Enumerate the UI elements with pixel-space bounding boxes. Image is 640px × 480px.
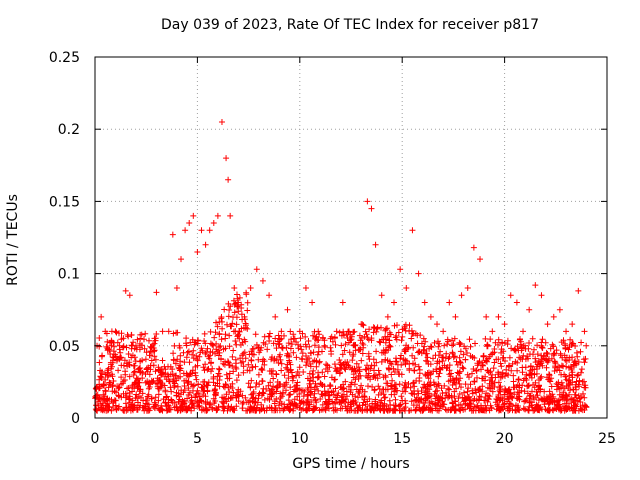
data-point	[259, 277, 266, 284]
y-tick-label: 0	[71, 411, 80, 427]
data-point	[231, 285, 238, 292]
y-tick-label: 0.05	[49, 339, 80, 355]
x-tick-label: 0	[91, 431, 100, 447]
x-tick-label: 25	[598, 431, 616, 447]
data-point	[409, 227, 416, 234]
data-point	[421, 299, 428, 306]
data-point	[198, 227, 205, 234]
data-point	[427, 313, 434, 320]
data-point	[173, 285, 180, 292]
data-point	[202, 241, 209, 248]
data-point	[452, 313, 459, 320]
x-tick-label: 20	[496, 431, 514, 447]
data-point	[569, 321, 576, 328]
data-point	[526, 306, 533, 313]
data-point	[544, 321, 551, 328]
data-point	[372, 241, 379, 248]
data-point	[403, 285, 410, 292]
y-tick-label: 0.15	[49, 194, 80, 210]
data-point	[182, 227, 189, 234]
data-point	[266, 292, 273, 299]
data-point	[550, 313, 557, 320]
data-point	[178, 256, 185, 263]
y-tick-label: 0.1	[58, 267, 80, 283]
data-point	[218, 118, 225, 125]
data-point	[339, 299, 346, 306]
data-point	[169, 231, 176, 238]
data-point	[210, 220, 217, 227]
data-point	[384, 313, 391, 320]
data-point	[495, 313, 502, 320]
y-tick-label: 0.25	[49, 50, 80, 66]
data-point	[159, 328, 166, 335]
data-point	[194, 248, 201, 255]
data-point	[364, 198, 371, 205]
data-point	[520, 328, 527, 335]
data-point	[186, 220, 193, 227]
data-point	[575, 287, 582, 294]
data-point	[214, 212, 221, 219]
data-point	[397, 266, 404, 273]
x-axis-label: GPS time / hours	[292, 456, 410, 472]
data-point	[458, 292, 465, 299]
data-point	[489, 328, 496, 335]
data-point	[581, 328, 588, 335]
data-point	[563, 328, 570, 335]
data-point	[446, 299, 453, 306]
data-point	[378, 292, 385, 299]
axis-ticks: 0 5 10 15 20 25 0 0.05 0.1 0.15 0.2 0.25	[49, 50, 616, 447]
data-point	[225, 176, 232, 183]
data-point	[464, 285, 471, 292]
grid-lines	[95, 57, 607, 418]
data-point	[309, 299, 316, 306]
data-point	[284, 306, 291, 313]
x-tick-label: 10	[291, 431, 309, 447]
data-point	[391, 299, 398, 306]
data-point	[483, 313, 490, 320]
y-tick-label: 0.2	[58, 122, 80, 138]
data-point	[247, 285, 254, 292]
data-point	[470, 244, 477, 251]
data-point	[302, 285, 309, 292]
x-tick-label: 5	[193, 431, 202, 447]
data-point	[98, 313, 105, 320]
data-point	[513, 299, 520, 306]
data-point-cloud	[92, 289, 590, 414]
data-point	[122, 287, 129, 294]
data-point	[434, 321, 441, 328]
plot-frame	[94, 56, 608, 419]
data-point	[440, 328, 447, 335]
data-point	[278, 328, 285, 335]
data-point	[126, 292, 133, 299]
data-point	[253, 266, 260, 273]
data-point	[190, 212, 197, 219]
chart-title: Day 039 of 2023, Rate Of TEC Index for r…	[161, 17, 539, 33]
data-points	[92, 118, 590, 414]
data-point	[368, 205, 375, 212]
data-point	[206, 227, 213, 234]
data-point	[501, 321, 508, 328]
data-point	[507, 292, 514, 299]
data-point	[153, 289, 160, 296]
data-point	[538, 292, 545, 299]
data-point	[477, 256, 484, 263]
data-point	[532, 282, 539, 289]
x-tick-label: 15	[393, 431, 411, 447]
data-point	[556, 306, 563, 313]
data-point	[272, 313, 279, 320]
data-point	[165, 328, 172, 335]
data-point	[415, 270, 422, 277]
data-point	[223, 155, 230, 162]
data-point	[321, 342, 328, 349]
data-point	[333, 328, 340, 335]
data-point	[227, 212, 234, 219]
